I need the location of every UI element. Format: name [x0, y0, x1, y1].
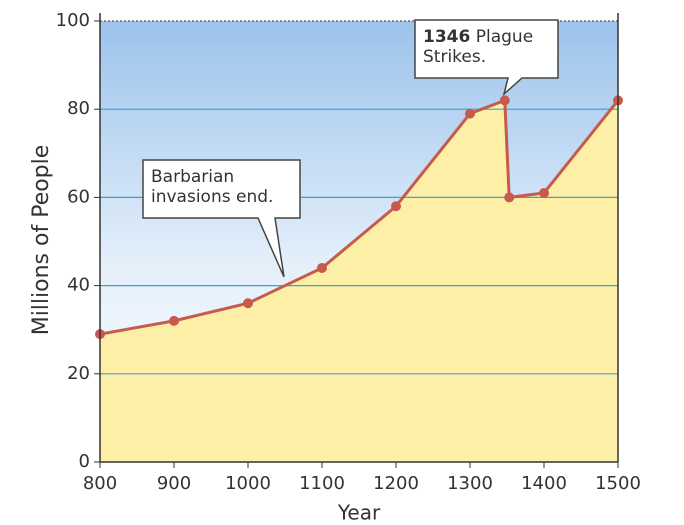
callout-text: Plague Strikes.	[423, 27, 534, 67]
line	[99, 98, 620, 336]
callout-year: 1346	[423, 27, 471, 47]
area	[100, 100, 618, 462]
callout-text: Barbarian invasions end.	[151, 167, 274, 207]
point	[243, 298, 253, 309]
callout-text-box: 1346 Plague Strikes.	[423, 27, 553, 67]
plot	[94, 13, 623, 468]
y-tick-label: 40	[67, 275, 90, 296]
x-tick-label: 1400	[521, 473, 567, 494]
point	[504, 192, 515, 203]
point	[465, 108, 475, 119]
callout-barbarian: Barbarian invasions end.	[142, 159, 301, 278]
y-tick-label: 0	[79, 451, 90, 472]
point	[539, 187, 549, 198]
y-tick-label: 60	[67, 186, 90, 207]
x-axis-label: Year	[337, 501, 381, 525]
x-tick-label: 900	[157, 473, 191, 494]
x-tick-label: 1100	[299, 473, 345, 494]
callout-box	[414, 19, 559, 97]
callout-box	[142, 159, 301, 278]
point	[499, 95, 510, 106]
point	[391, 201, 401, 212]
point	[317, 262, 327, 273]
x-tick-label: 1500	[595, 473, 641, 494]
y-tick-label: 20	[67, 363, 90, 384]
callout-text: 1346 Plague Strikes.	[423, 27, 553, 67]
callout-plague: 1346 Plague Strikes.	[414, 19, 559, 97]
x-tick-label: 1200	[373, 473, 419, 494]
y-tick-label: 100	[56, 10, 90, 31]
x-tick-label: 1300	[447, 473, 493, 494]
y-tick-label: 80	[67, 98, 90, 119]
x-tick-label: 1000	[225, 473, 271, 494]
callout-text-box: Barbarian invasions end.	[151, 167, 274, 207]
x-tick-label: 800	[83, 473, 117, 494]
point	[169, 315, 179, 326]
y-axis-label: Millions of People	[29, 145, 54, 336]
